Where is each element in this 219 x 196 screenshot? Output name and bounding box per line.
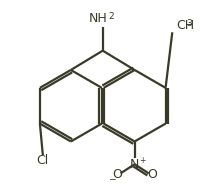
Text: O: O [112, 168, 122, 181]
Text: 3: 3 [186, 19, 192, 28]
Text: NH: NH [89, 12, 108, 25]
Text: 2: 2 [108, 12, 114, 21]
Text: CH: CH [176, 19, 194, 32]
Text: −: − [108, 175, 116, 184]
Text: +: + [139, 155, 145, 164]
Text: Cl: Cl [36, 154, 48, 167]
Text: O: O [147, 168, 157, 181]
Text: N: N [130, 158, 139, 171]
